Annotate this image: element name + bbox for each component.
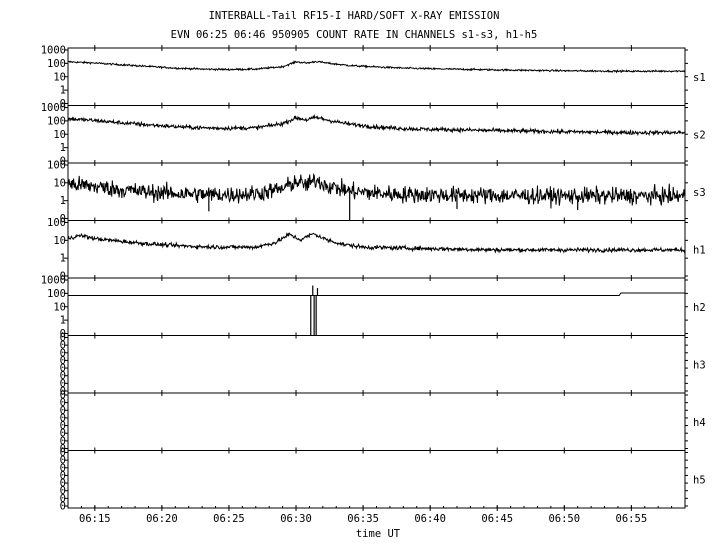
y-tick-label-s1: 100 [47,58,66,70]
channel-label-s1: s1 [693,72,706,84]
y-tick-label-h2: 0 [60,328,66,340]
y-tick-label-s2: 1000 [41,102,66,114]
y-tick-label-s2: 100 [47,115,66,127]
y-tick-label-h4: 0 [60,405,66,417]
channel-label-h5: h5 [693,474,706,486]
trace-h2 [68,292,685,297]
panel-frame-h3 [67,335,686,394]
y-tick-label-s3: 10 [53,177,66,189]
y-tick-label-h5: 0 [60,470,66,482]
x-tick-label: 06:30 [280,513,312,525]
y-tick-label-h4: 0 [60,443,66,455]
y-tick-label-h2: 10 [53,301,66,313]
y-tick-label-h5: 0 [60,455,66,467]
y-tick-label-h3: 0 [60,378,66,390]
y-tick-label-s1: 1000 [41,45,66,57]
y-tick-label-h3: 0 [60,370,66,382]
y-tick-label-h3: 0 [60,332,66,344]
y-tick-label-h5: 0 [60,485,66,497]
y-tick-label-s2: 10 [53,129,66,141]
y-tick-label-s3: 100 [47,160,66,172]
x-tick-label: 06:45 [481,513,513,525]
y-tick-label-h4: 0 [60,390,66,402]
y-tick-label-s1: 0 [60,98,66,110]
x-tick-label: 06:15 [79,513,111,525]
panel-frame-h2 [67,277,686,336]
y-tick-label-h1: 100 [47,217,66,229]
y-tick-label-h5: 0 [60,501,66,513]
y-tick-label-s2: 1 [60,142,66,154]
y-tick-label-h2: 1000 [41,275,66,287]
y-tick-label-h2: 100 [47,288,66,300]
y-tick-label-h3: 0 [60,386,66,398]
y-tick-label-h3: 0 [60,363,66,375]
channel-label-h2: h2 [693,302,706,314]
x-tick-label: 06:40 [414,513,446,525]
x-axis-label: time UT [356,528,401,540]
y-tick-label-h5: 0 [60,462,66,474]
panel-frame-s2 [67,105,686,164]
trace-h1 [67,232,686,254]
y-tick-label-h3: 0 [60,347,66,359]
channel-label-h3: h3 [693,359,706,371]
trace-s3 [67,173,686,209]
y-tick-label-h4: 0 [60,397,66,409]
y-tick-label-h3: 0 [60,340,66,352]
chart-subtitle: EVN 06:25 06:46 950905 COUNT RATE IN CHA… [171,29,538,41]
y-tick-label-s3: 1 [60,195,66,207]
y-tick-label-h4: 0 [60,420,66,432]
y-tick-label-h4: 0 [60,435,66,447]
panel-frame-h4 [67,392,686,451]
channel-label-h1: h1 [693,244,706,256]
y-tick-label-h3: 0 [60,355,66,367]
y-tick-label-h1: 1 [60,253,66,265]
panel-frame-h5 [67,450,686,509]
trace-s1 [67,59,686,74]
x-tick-label: 06:20 [146,513,178,525]
channel-label-s3: s3 [693,187,706,199]
y-tick-label-h1: 10 [53,235,66,247]
x-tick-label: 06:55 [616,513,648,525]
panel-frame-s1 [67,47,686,106]
y-tick-label-h4: 0 [60,428,66,440]
y-tick-label-h2: 1 [60,315,66,327]
chart-title: INTERBALL-Tail RF15-I HARD/SOFT X-RAY EM… [209,10,500,22]
x-tick-label: 06:25 [213,513,245,525]
y-tick-label-s1: 1 [60,85,66,97]
y-tick-label-h1: 0 [60,271,66,283]
x-tick-label: 06:50 [548,513,580,525]
y-tick-label-h5: 0 [60,447,66,459]
x-axis: 06:15 06:20 06:25 06:30 06:35 06:40 06:45 06:50… [67,45,686,525]
x-tick-label: 06:35 [347,513,379,525]
y-tick-label-s2: 0 [60,156,66,168]
y-tick-label-s3: 0 [60,213,66,225]
panels: 10001001010s110001001010s21001010s310010… [41,45,706,513]
y-tick-label-h5: 0 [60,493,66,505]
y-tick-label-h5: 0 [60,478,66,490]
trace-s2 [67,113,686,137]
channel-label-h4: h4 [693,417,706,429]
channel-label-s2: s2 [693,129,706,141]
y-tick-label-h4: 0 [60,412,66,424]
y-tick-label-s1: 10 [53,71,66,83]
